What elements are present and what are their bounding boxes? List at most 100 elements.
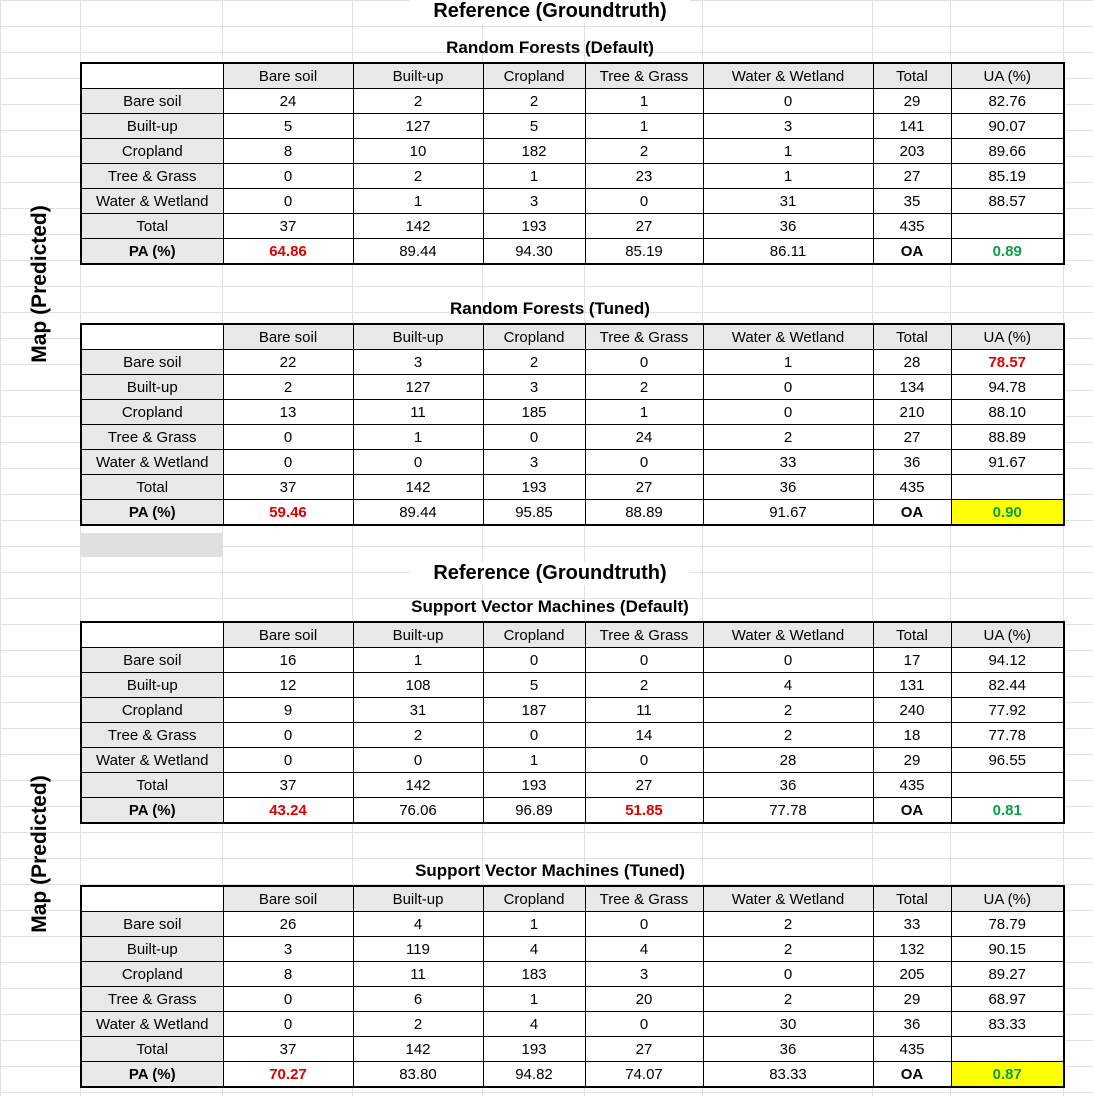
data-cell[interactable]: 0 (584, 747, 704, 773)
ua-cell[interactable]: 78.57 (950, 349, 1065, 375)
oa-label[interactable]: OA (872, 797, 952, 824)
column-header[interactable]: Built-up (352, 621, 484, 648)
data-cell[interactable]: 2 (352, 722, 484, 748)
data-cell[interactable]: 30 (702, 1011, 874, 1037)
row-label[interactable]: Total (80, 1036, 224, 1062)
row-label[interactable]: Water & Wetland (80, 449, 224, 475)
pa-label[interactable]: PA (%) (80, 499, 224, 526)
row-label[interactable]: Tree & Grass (80, 986, 224, 1012)
data-cell[interactable]: 132 (872, 936, 952, 962)
data-cell[interactable]: 28 (702, 747, 874, 773)
pa-value[interactable]: 43.24 (222, 797, 354, 824)
data-cell[interactable]: 0 (584, 1011, 704, 1037)
column-header[interactable]: Water & Wetland (702, 621, 874, 648)
oa-value[interactable]: 0.90 (950, 499, 1065, 526)
ua-cell[interactable]: 77.92 (950, 697, 1065, 723)
data-cell[interactable]: 31 (352, 697, 484, 723)
pa-value[interactable]: 74.07 (584, 1061, 704, 1088)
data-cell[interactable]: 2 (352, 163, 484, 189)
ua-cell[interactable]: 94.12 (950, 647, 1065, 673)
column-header[interactable]: Tree & Grass (584, 885, 704, 912)
data-cell[interactable]: 142 (352, 474, 484, 500)
data-cell[interactable]: 1 (702, 138, 874, 164)
data-cell[interactable]: 37 (222, 474, 354, 500)
ua-cell[interactable]: 89.27 (950, 961, 1065, 987)
data-cell[interactable]: 182 (482, 138, 586, 164)
column-header[interactable]: Water & Wetland (702, 885, 874, 912)
pa-label[interactable]: PA (%) (80, 1061, 224, 1088)
pa-value[interactable]: 88.89 (584, 499, 704, 526)
data-cell[interactable]: 240 (872, 697, 952, 723)
data-cell[interactable]: 2 (482, 88, 586, 114)
data-cell[interactable]: 2 (584, 672, 704, 698)
row-label[interactable]: Cropland (80, 697, 224, 723)
data-cell[interactable]: 193 (482, 772, 586, 798)
data-cell[interactable]: 187 (482, 697, 586, 723)
data-cell[interactable]: 16 (222, 647, 354, 673)
data-cell[interactable]: 2 (584, 374, 704, 400)
ua-cell[interactable]: 89.66 (950, 138, 1065, 164)
data-cell[interactable]: 27 (584, 1036, 704, 1062)
data-cell[interactable]: 5 (222, 113, 354, 139)
row-label[interactable]: Total (80, 772, 224, 798)
data-cell[interactable]: 1 (482, 747, 586, 773)
column-header[interactable]: Total (872, 885, 952, 912)
data-cell[interactable]: 29 (872, 986, 952, 1012)
data-cell[interactable]: 1 (482, 163, 586, 189)
pa-value[interactable]: 94.82 (482, 1061, 586, 1088)
column-header[interactable]: Cropland (482, 62, 586, 89)
data-cell[interactable]: 205 (872, 961, 952, 987)
data-cell[interactable]: 0 (222, 722, 354, 748)
column-header[interactable]: Tree & Grass (584, 62, 704, 89)
data-cell[interactable]: 2 (352, 1011, 484, 1037)
corner-cell[interactable] (80, 323, 224, 350)
data-cell[interactable]: 27 (872, 424, 952, 450)
ua-cell[interactable]: 85.19 (950, 163, 1065, 189)
data-cell[interactable]: 0 (482, 722, 586, 748)
data-cell[interactable]: 4 (482, 936, 586, 962)
corner-cell[interactable] (80, 621, 224, 648)
pa-value[interactable]: 91.67 (702, 499, 874, 526)
data-cell[interactable]: 14 (584, 722, 704, 748)
ua-cell[interactable]: 82.76 (950, 88, 1065, 114)
data-cell[interactable]: 1 (702, 163, 874, 189)
data-cell[interactable]: 435 (872, 772, 952, 798)
pa-value[interactable]: 51.85 (584, 797, 704, 824)
data-cell[interactable]: 0 (702, 399, 874, 425)
data-cell[interactable]: 5 (482, 113, 586, 139)
column-header[interactable]: Built-up (352, 885, 484, 912)
data-cell[interactable]: 0 (222, 747, 354, 773)
data-cell[interactable]: 4 (482, 1011, 586, 1037)
ua-cell[interactable]: 88.89 (950, 424, 1065, 450)
column-header[interactable]: UA (%) (950, 885, 1065, 912)
data-cell[interactable]: 0 (482, 647, 586, 673)
ua-cell[interactable] (950, 772, 1065, 798)
ua-cell[interactable]: 90.07 (950, 113, 1065, 139)
row-label[interactable]: Tree & Grass (80, 424, 224, 450)
data-cell[interactable]: 35 (872, 188, 952, 214)
column-header[interactable]: Water & Wetland (702, 62, 874, 89)
column-header[interactable]: UA (%) (950, 621, 1065, 648)
ua-cell[interactable]: 78.79 (950, 911, 1065, 937)
ua-cell[interactable] (950, 474, 1065, 500)
data-cell[interactable]: 37 (222, 1036, 354, 1062)
data-cell[interactable]: 10 (352, 138, 484, 164)
data-cell[interactable]: 2 (482, 349, 586, 375)
column-header[interactable]: Cropland (482, 885, 586, 912)
ua-cell[interactable]: 82.44 (950, 672, 1065, 698)
data-cell[interactable]: 37 (222, 213, 354, 239)
ua-cell[interactable] (950, 213, 1065, 239)
data-cell[interactable]: 13 (222, 399, 354, 425)
data-cell[interactable]: 0 (222, 986, 354, 1012)
oa-value[interactable]: 0.81 (950, 797, 1065, 824)
data-cell[interactable]: 11 (584, 697, 704, 723)
data-cell[interactable]: 5 (482, 672, 586, 698)
column-header[interactable]: Built-up (352, 323, 484, 350)
pa-value[interactable]: 85.19 (584, 238, 704, 265)
corner-cell[interactable] (80, 62, 224, 89)
data-cell[interactable]: 4 (702, 672, 874, 698)
column-header[interactable]: Total (872, 323, 952, 350)
data-cell[interactable]: 11 (352, 961, 484, 987)
column-header[interactable]: Built-up (352, 62, 484, 89)
pa-value[interactable]: 83.33 (702, 1061, 874, 1088)
